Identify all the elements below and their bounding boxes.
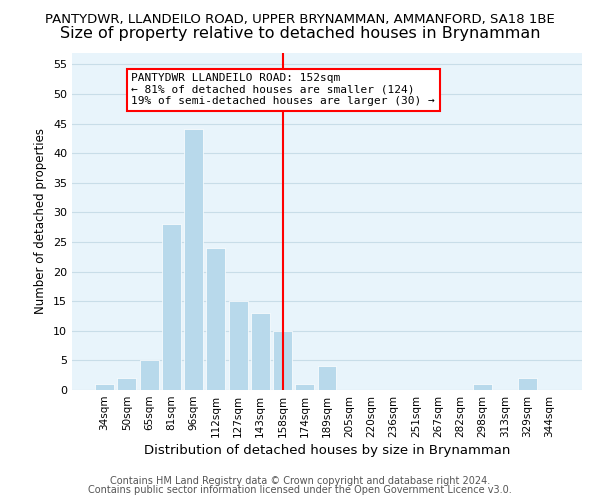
Bar [273, 331, 292, 390]
Bar [95, 384, 114, 390]
Text: Size of property relative to detached houses in Brynamman: Size of property relative to detached ho… [60, 26, 540, 41]
Bar [251, 313, 270, 390]
Bar [295, 384, 314, 390]
Bar [140, 360, 158, 390]
Y-axis label: Number of detached properties: Number of detached properties [34, 128, 47, 314]
Bar [206, 248, 225, 390]
Bar [118, 378, 136, 390]
Bar [162, 224, 181, 390]
Text: PANTYDWR, LLANDEILO ROAD, UPPER BRYNAMMAN, AMMANFORD, SA18 1BE: PANTYDWR, LLANDEILO ROAD, UPPER BRYNAMMA… [45, 12, 555, 26]
Bar [317, 366, 337, 390]
Bar [184, 130, 203, 390]
Text: Contains HM Land Registry data © Crown copyright and database right 2024.: Contains HM Land Registry data © Crown c… [110, 476, 490, 486]
Bar [229, 301, 248, 390]
X-axis label: Distribution of detached houses by size in Brynamman: Distribution of detached houses by size … [144, 444, 510, 457]
Text: Contains public sector information licensed under the Open Government Licence v3: Contains public sector information licen… [88, 485, 512, 495]
Text: PANTYDWR LLANDEILO ROAD: 152sqm
← 81% of detached houses are smaller (124)
19% o: PANTYDWR LLANDEILO ROAD: 152sqm ← 81% of… [131, 73, 435, 106]
Bar [518, 378, 536, 390]
Bar [473, 384, 492, 390]
